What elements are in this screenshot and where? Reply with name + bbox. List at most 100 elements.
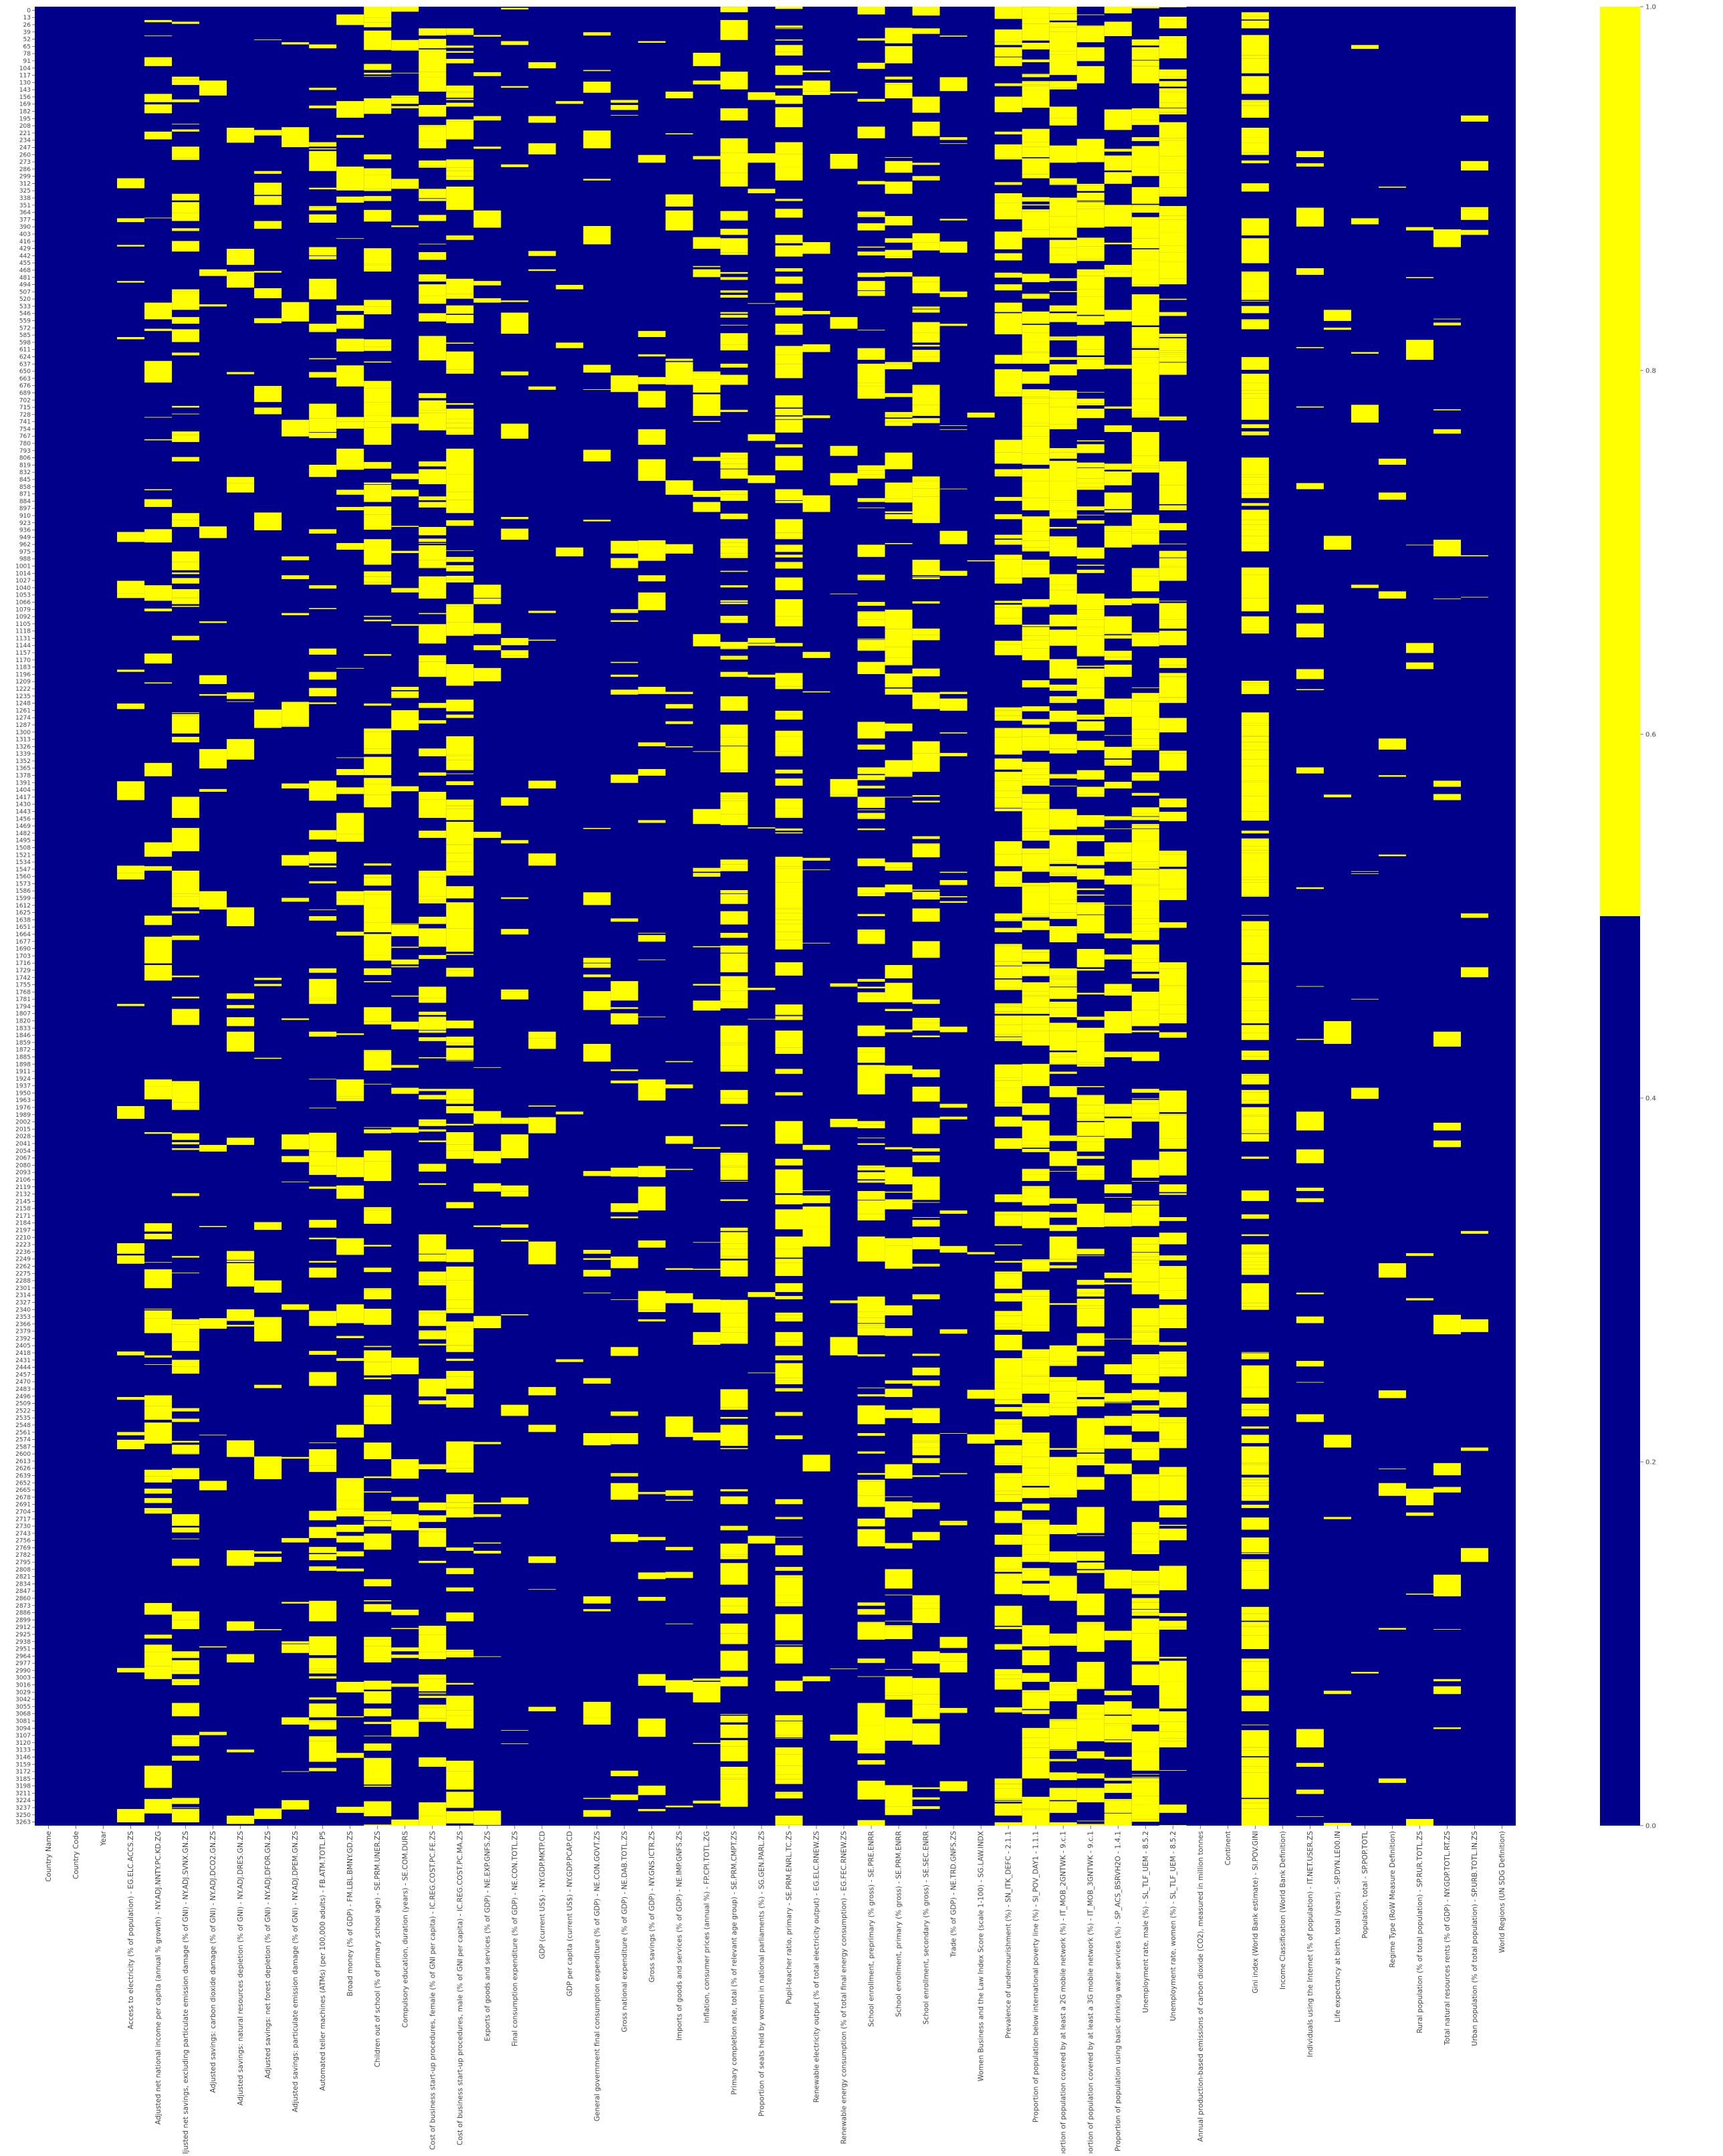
missing-cell [364,1639,392,1646]
missing-cell [1049,1720,1077,1721]
missing-cell [1104,1715,1132,1724]
missing-cell [1241,1403,1269,1410]
missing-cell [117,1243,145,1254]
colorbar-tick-label: 0.0 [1645,1823,1656,1830]
missing-cell [172,1468,200,1479]
missing-cell [144,1079,173,1087]
missing-cell [775,1435,803,1440]
missing-cell [994,1626,1022,1630]
missing-cell [446,93,474,98]
missing-cell [1241,543,1269,552]
missing-cell [419,1234,447,1254]
missing-cell [1159,505,1187,509]
y-tick-label: 2886 [15,1610,31,1617]
missing-cell [1049,978,1077,980]
missing-cell [1241,1050,1269,1057]
missing-cell [501,164,529,167]
missing-cell [419,1400,447,1404]
missing-cell [1131,108,1159,120]
missing-cell [1159,1586,1187,1590]
missing-cell [1022,158,1050,175]
missing-cell [1241,1803,1269,1809]
missing-cell [336,1478,364,1501]
missing-cell [446,845,474,853]
missing-cell [1049,1681,1077,1685]
missing-cell [1159,102,1187,104]
missing-cell [1104,842,1132,853]
missing-cell [665,194,693,200]
missing-cell [1049,407,1077,425]
missing-cell [227,1309,255,1321]
missing-cell [1241,1409,1269,1410]
missing-cell [336,667,364,669]
missing-cell [1351,1087,1379,1099]
missing-cell [501,897,529,899]
missing-cell [309,1135,337,1152]
y-tick-label: 897 [19,506,31,512]
missing-cell [1378,775,1406,777]
missing-cell [446,1811,474,1824]
missing-cell [775,736,803,752]
missing-cell [172,598,200,604]
missing-cell [775,1283,803,1293]
missing-cell [1159,1318,1187,1329]
missing-cell [446,1587,474,1592]
missing-cell [1049,968,1077,976]
missing-cell [1131,1332,1159,1341]
missing-cell [364,1161,392,1182]
missing-cell [610,1770,639,1777]
missing-cell [446,500,474,514]
missing-cell [1351,1672,1379,1674]
missing-cell [912,1159,940,1162]
missing-cell [994,913,1022,920]
missing-cell [309,1616,337,1622]
missing-cell [419,799,447,819]
y-tick-label: 2912 [15,1624,31,1631]
missing-cell [720,138,748,140]
column-cells [830,92,858,1741]
missing-cell [446,558,474,562]
missing-cell [1241,965,1269,981]
missing-cell [199,1481,227,1491]
missing-cell [309,255,337,259]
missing-cell [1022,1085,1050,1087]
missing-cell [994,158,1022,159]
missing-cell [1159,1711,1187,1712]
missing-cell [1323,1434,1351,1448]
missing-cell [1131,532,1159,534]
colorbar-tick-label: 0.8 [1645,368,1656,375]
missing-cell [775,866,803,869]
missing-cell [775,489,803,501]
missing-cell [446,1710,474,1716]
missing-cell [638,932,666,934]
missing-cell [1159,811,1187,822]
missing-cell [501,1314,529,1315]
y-tick-label: 793 [19,448,31,455]
missing-cell [1241,1802,1269,1804]
missing-cell [1241,1559,1269,1561]
missing-cell [1131,1612,1159,1616]
missing-cell [419,1017,447,1031]
missing-cell [172,1657,200,1658]
missing-cell [720,1166,748,1168]
missing-cell [419,1037,447,1038]
missing-cell [528,1117,556,1134]
missing-cell [1022,433,1050,437]
missing-cell [1131,1281,1159,1283]
missing-cell [446,45,474,48]
missing-cell [638,1596,666,1601]
missing-cell [419,1626,447,1635]
missing-cell [1131,944,1159,959]
missing-cell [419,469,447,485]
missing-cell [446,369,474,372]
missing-cell [802,415,830,419]
missing-cell [1022,1024,1050,1031]
missing-cell [1131,1664,1159,1666]
missing-cell [172,1336,200,1342]
missing-cell [1022,1737,1050,1743]
missing-cell [912,1354,940,1356]
missing-cell [1159,466,1187,486]
missing-cell [309,851,337,864]
missing-cell [1131,1285,1159,1295]
